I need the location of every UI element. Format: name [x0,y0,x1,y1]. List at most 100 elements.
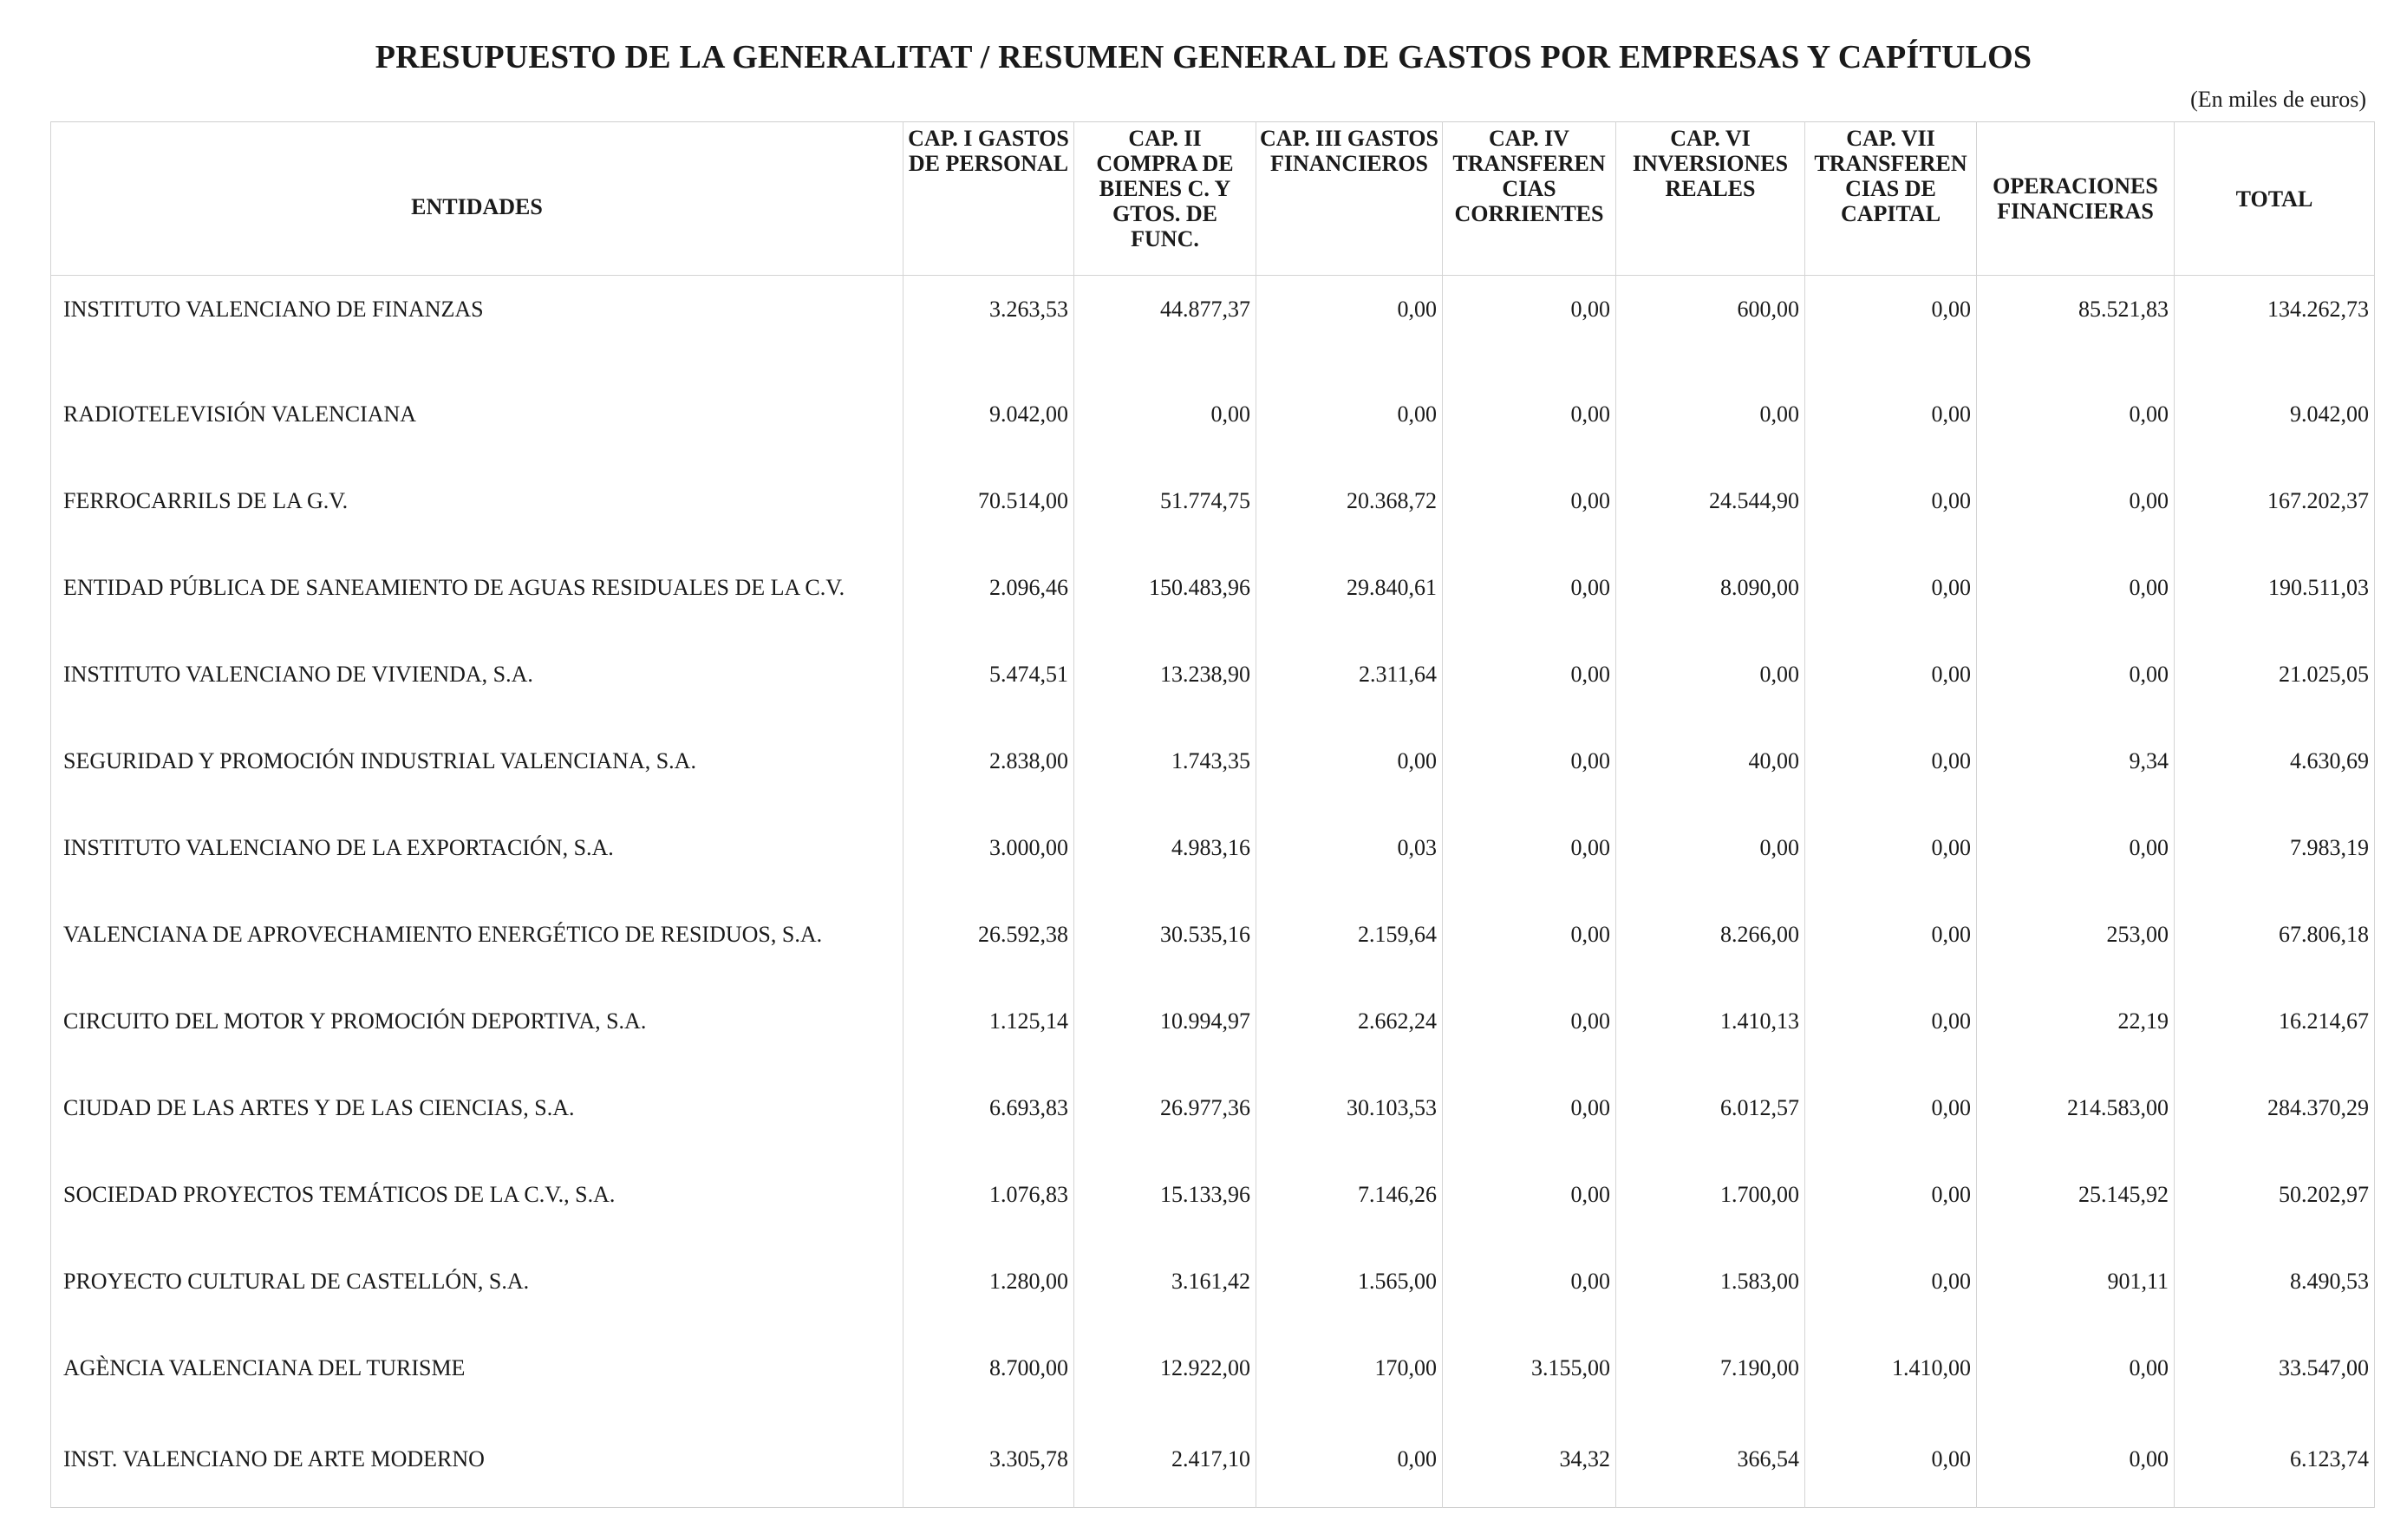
cap-iv-cell: 0,00 [1442,1065,1616,1152]
table-row: INST. VALENCIANO DE ARTE MODERNO 3.305,78… [50,1412,2375,1508]
cap-vii-cell: 0,00 [1804,371,1977,458]
cap-i-cell: 8.700,00 [903,1325,1074,1412]
cap-vi-cell: 366,54 [1615,1412,1805,1508]
entity-name-cell: RADIOTELEVISIÓN VALENCIANA [50,371,903,458]
table-row: INSTITUTO VALENCIANO DE FINANZAS 3.263,53… [50,275,2375,371]
table-row: CIUDAD DE LAS ARTES Y DE LAS CIENCIAS, S… [50,1065,2375,1152]
cap-ii-cell: 10.994,97 [1073,978,1256,1065]
table-row: CIRCUITO DEL MOTOR Y PROMOCIÓN DEPORTIVA… [50,978,2375,1065]
entity-name-cell: VALENCIANA DE APROVECHAMIENTO ENERGÉTICO… [50,891,903,978]
cap-iv-cell: 0,00 [1442,631,1616,718]
cap-iv-cell: 0,00 [1442,1238,1616,1325]
cap-i-cell: 2.838,00 [903,718,1074,805]
cap-vi-cell: 1.700,00 [1615,1152,1805,1238]
cap-iii-cell: 2.662,24 [1256,978,1443,1065]
column-header-cap-vi: CAP. VI INVERSIONES REALES [1615,121,1805,276]
cap-i-cell: 3.000,00 [903,805,1074,891]
cap-iv-cell: 0,00 [1442,1152,1616,1238]
cap-i-cell: 5.474,51 [903,631,1074,718]
cap-ii-cell: 44.877,37 [1073,275,1256,371]
operaciones-financieras-cell: 85.521,83 [1976,275,2175,371]
cap-i-cell: 3.263,53 [903,275,1074,371]
cap-iii-cell: 20.368,72 [1256,458,1443,545]
operaciones-financieras-cell: 0,00 [1976,458,2175,545]
cap-iv-cell: 0,00 [1442,458,1616,545]
cap-i-cell: 1.280,00 [903,1238,1074,1325]
cap-ii-cell: 26.977,36 [1073,1065,1256,1152]
cap-i-cell: 1.076,83 [903,1152,1074,1238]
cap-ii-cell: 4.983,16 [1073,805,1256,891]
table-row: RADIOTELEVISIÓN VALENCIANA 9.042,00 0,00 0,… [50,371,2375,458]
cap-vi-cell: 0,00 [1615,805,1805,891]
table-row: PROYECTO CULTURAL DE CASTELLÓN, S.A. 1.28… [50,1238,2375,1325]
cap-vii-cell: 0,00 [1804,631,1977,718]
cap-vi-cell: 600,00 [1615,275,1805,371]
entity-name-cell: SOCIEDAD PROYECTOS TEMÁTICOS DE LA C.V.,… [50,1152,903,1238]
column-header-cap-ii: CAP. II COMPRA DE BIENES C. Y GTOS. DE F… [1073,121,1256,276]
cap-iii-cell: 30.103,53 [1256,1065,1443,1152]
cap-vi-cell: 40,00 [1615,718,1805,805]
table-row: INSTITUTO VALENCIANO DE VIVIENDA, S.A. 5.… [50,631,2375,718]
table-row: FERROCARRILS DE LA G.V. 70.514,00 51.774,7… [50,458,2375,545]
operaciones-financieras-cell: 253,00 [1976,891,2175,978]
cap-vii-cell: 0,00 [1804,718,1977,805]
column-header-operaciones-financieras: OPERACIONES FINANCIERAS [1976,121,2175,276]
cap-vii-cell: 1.410,00 [1804,1325,1977,1412]
operaciones-financieras-cell: 9,34 [1976,718,2175,805]
cap-ii-cell: 150.483,96 [1073,545,1256,631]
cap-ii-cell: 13.238,90 [1073,631,1256,718]
table-row: AGÈNCIA VALENCIANA DEL TURISME 8.700,00 12… [50,1325,2375,1412]
total-cell: 8.490,53 [2174,1238,2375,1325]
cap-vi-cell: 8.090,00 [1615,545,1805,631]
cap-iii-cell: 0,00 [1256,371,1443,458]
total-cell: 167.202,37 [2174,458,2375,545]
operaciones-financieras-cell: 901,11 [1976,1238,2175,1325]
entity-name-cell: INST. VALENCIANO DE ARTE MODERNO [50,1412,903,1508]
cap-vii-cell: 0,00 [1804,891,1977,978]
operaciones-financieras-cell: 214.583,00 [1976,1065,2175,1152]
entity-name-cell: FERROCARRILS DE LA G.V. [50,458,903,545]
cap-vi-cell: 1.583,00 [1615,1238,1805,1325]
cap-iii-cell: 2.311,64 [1256,631,1443,718]
total-cell: 50.202,97 [2174,1152,2375,1238]
column-header-cap-iv: CAP. IV TRANSFEREN CIAS CORRIENTES [1442,121,1616,276]
table-row: INSTITUTO VALENCIANO DE LA EXPORTACIÓN, … [50,805,2375,891]
cap-i-cell: 2.096,46 [903,545,1074,631]
cap-iv-cell: 3.155,00 [1442,1325,1616,1412]
total-cell: 16.214,67 [2174,978,2375,1065]
entity-name-cell: INSTITUTO VALENCIANO DE FINANZAS [50,275,903,371]
cap-vi-cell: 24.544,90 [1615,458,1805,545]
operaciones-financieras-cell: 0,00 [1976,371,2175,458]
table-row: ENTIDAD PÚBLICA DE SANEAMIENTO DE AGUAS … [50,545,2375,631]
cap-vii-cell: 0,00 [1804,978,1977,1065]
header-row: ENTIDADES CAP. I GASTOS DE PERSONAL CAP.… [50,121,2375,276]
total-cell: 9.042,00 [2174,371,2375,458]
cap-vii-cell: 0,00 [1804,1065,1977,1152]
cap-iii-cell: 0,00 [1256,718,1443,805]
cap-ii-cell: 15.133,96 [1073,1152,1256,1238]
cap-ii-cell: 1.743,35 [1073,718,1256,805]
total-cell: 284.370,29 [2174,1065,2375,1152]
cap-iii-cell: 0,00 [1256,1412,1443,1508]
entity-name-cell: ENTIDAD PÚBLICA DE SANEAMIENTO DE AGUAS … [50,545,903,631]
cap-iii-cell: 1.565,00 [1256,1238,1443,1325]
cap-iv-cell: 0,00 [1442,275,1616,371]
cap-iv-cell: 0,00 [1442,545,1616,631]
total-cell: 6.123,74 [2174,1412,2375,1508]
total-cell: 190.511,03 [2174,545,2375,631]
entity-name-cell: CIRCUITO DEL MOTOR Y PROMOCIÓN DEPORTIVA… [50,978,903,1065]
cap-iv-cell: 34,32 [1442,1412,1616,1508]
cap-vi-cell: 0,00 [1615,371,1805,458]
cap-vii-cell: 0,00 [1804,545,1977,631]
cap-i-cell: 3.305,78 [903,1412,1074,1508]
table-row: SOCIEDAD PROYECTOS TEMÁTICOS DE LA C.V.,… [50,1152,2375,1238]
cap-ii-cell: 2.417,10 [1073,1412,1256,1508]
table-row: VALENCIANA DE APROVECHAMIENTO ENERGÉTICO… [50,891,2375,978]
column-header-entidades: ENTIDADES [50,121,903,276]
cap-ii-cell: 3.161,42 [1073,1238,1256,1325]
cap-iii-cell: 0,03 [1256,805,1443,891]
column-header-total: TOTAL [2174,121,2375,276]
cap-ii-cell: 51.774,75 [1073,458,1256,545]
operaciones-financieras-cell: 22,19 [1976,978,2175,1065]
cap-iii-cell: 2.159,64 [1256,891,1443,978]
